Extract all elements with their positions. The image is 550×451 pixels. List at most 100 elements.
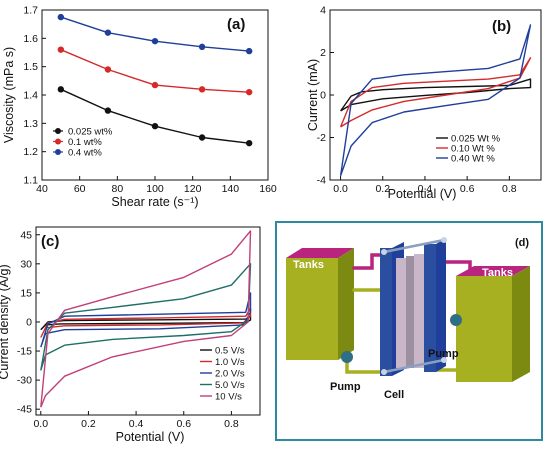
panel-a-y-axis-label: Viscosity (mPa s) [2,47,16,143]
panel-a-x-axis-label: Shear rate (s⁻¹) [111,195,198,209]
panel-b-cv-chart: 0.0 0.2 0.4 0.6 0.8 -4 -2 0 2 4 (b) Potential (V)… [306,5,542,201]
series-line-2 [339,57,532,128]
panel-b-label: (b) [492,18,511,35]
data-point [104,107,112,114]
y-tick-label: -45 [17,404,32,416]
panel-c-y-axis-label: Current density (A/g) [0,264,11,379]
y-tick-label: 1.6 [23,33,38,45]
cell-bolt [381,369,387,375]
cell-label: Cell [384,389,404,401]
y-tick-label: 0 [26,316,32,328]
series-line-1 [340,78,532,112]
x-tick-label: 0.4 [418,183,433,195]
legend-label: 0.4 wt% [68,148,102,159]
y-tick-label: -4 [317,175,326,187]
x-tick-label: 0.6 [460,183,475,195]
cell-bolt [441,357,447,363]
x-tick-label: 0.8 [502,183,517,195]
series-line-3 [40,292,252,348]
cell-stack [380,237,447,376]
legend-label: 0.5 V/s [215,346,245,357]
y-tick-label: 1.3 [23,118,38,130]
x-tick-label: 0.4 [129,418,144,430]
left-tank-side [338,248,354,360]
data-point [245,47,253,55]
y-tick-label: 15 [20,287,32,299]
data-point [57,46,65,53]
x-tick-label: 140 [222,183,240,195]
x-tick-label: 100 [146,183,164,195]
panel-b-y-axis-label: Current (mA) [306,59,320,131]
left-tank-top [286,248,354,258]
panel-c-plot-frame [35,226,261,416]
panel-c-cv-chart: 0.0 0.2 0.4 0.6 0.8 -45 -30 -15 0 15 30 45 (c) Pote… [0,226,261,444]
y-tick-label: 1.1 [23,175,38,187]
legend-swatch-dot [55,128,61,134]
y-tick-label: 1.5 [23,61,38,73]
panel-c-legend: 0.5 V/s1.0 V/s2.0 V/s5.0 V/s10 V/s [200,346,245,403]
y-tick-label: 1.2 [23,146,38,158]
series-line-3 [60,16,250,52]
panel-b-series [339,24,532,177]
x-tick-label: 160 [259,183,277,195]
right-tank: Tanks [456,266,530,382]
y-tick-label: -15 [17,346,32,358]
panel-c-label: (c) [41,233,59,250]
legend-swatch-dot [55,149,61,155]
y-tick-label: 4 [320,5,326,17]
y-tick-label: 1.4 [23,90,38,102]
y-tick-label: -30 [17,375,32,387]
data-point [245,139,253,147]
x-tick-label: 0.2 [375,183,390,195]
data-point [104,29,112,36]
data-point [151,37,159,45]
cell-membrane-mid [406,256,414,368]
panel-b-legend: 0.025 Wt %0.10 Wt %0.40 Wt % [436,134,501,165]
panel-c-x-axis-label: Potential (V) [116,430,185,444]
panel-a-series [57,13,253,147]
x-tick-label: 60 [74,183,86,195]
right-tank-top [456,266,530,276]
y-tick-label: 45 [20,229,32,241]
legend-label: 0.025 wt% [68,127,113,138]
panel-a-label: (a) [227,16,245,33]
y-tick-label: -2 [317,132,326,144]
right-tank-front [456,276,512,382]
cell-rod-bottom [383,358,445,374]
series-line-3 [339,24,532,177]
data-point [57,86,65,93]
data-point [198,134,206,141]
series-line-1 [40,315,252,331]
panel-d-label: (d) [515,237,529,249]
legend-label: 0.10 Wt % [451,144,495,155]
x-tick-label: 0.6 [176,418,191,430]
cell-endplate-left-front [380,248,392,376]
legend-label: 1.0 V/s [215,357,245,368]
cell-endplate-right [436,238,446,372]
x-tick-label: 120 [184,183,202,195]
legend-swatch-dot [55,138,61,145]
series-line-5 [40,230,252,408]
cell-rod-top [383,238,445,254]
x-tick-label: 40 [36,183,48,195]
right-pump-label: Pump [428,348,459,360]
legend-label: 0.1 wt% [68,137,102,148]
panel-c-ticks: 0.0 0.2 0.4 0.6 0.8 -45 -30 -15 0 15 30 45 [17,229,239,430]
left-tank-label: Tanks [293,259,324,271]
cell-bolt [381,249,387,255]
y-tick-label: 2 [320,47,326,59]
cell-endplate-right-front [424,244,436,372]
y-tick-label: 1.7 [23,5,38,17]
data-point [198,86,206,93]
x-tick-label: 80 [111,183,123,195]
left-pump-label: Pump [330,381,361,393]
data-point [151,81,159,89]
cell-bolt [441,237,447,243]
y-tick-label: 30 [20,258,32,270]
panel-b-ticks: 0.0 0.2 0.4 0.6 0.8 -4 -2 0 2 4 [317,5,517,196]
panel-a-ticks: 40 60 80 100 120 140 160 1.1 1.2 1.3 1.4 1.5 1.6 1.7 [23,5,277,196]
legend-label: 10 V/s [215,392,242,403]
data-point [151,122,159,130]
x-tick-label: 0.0 [333,183,348,195]
